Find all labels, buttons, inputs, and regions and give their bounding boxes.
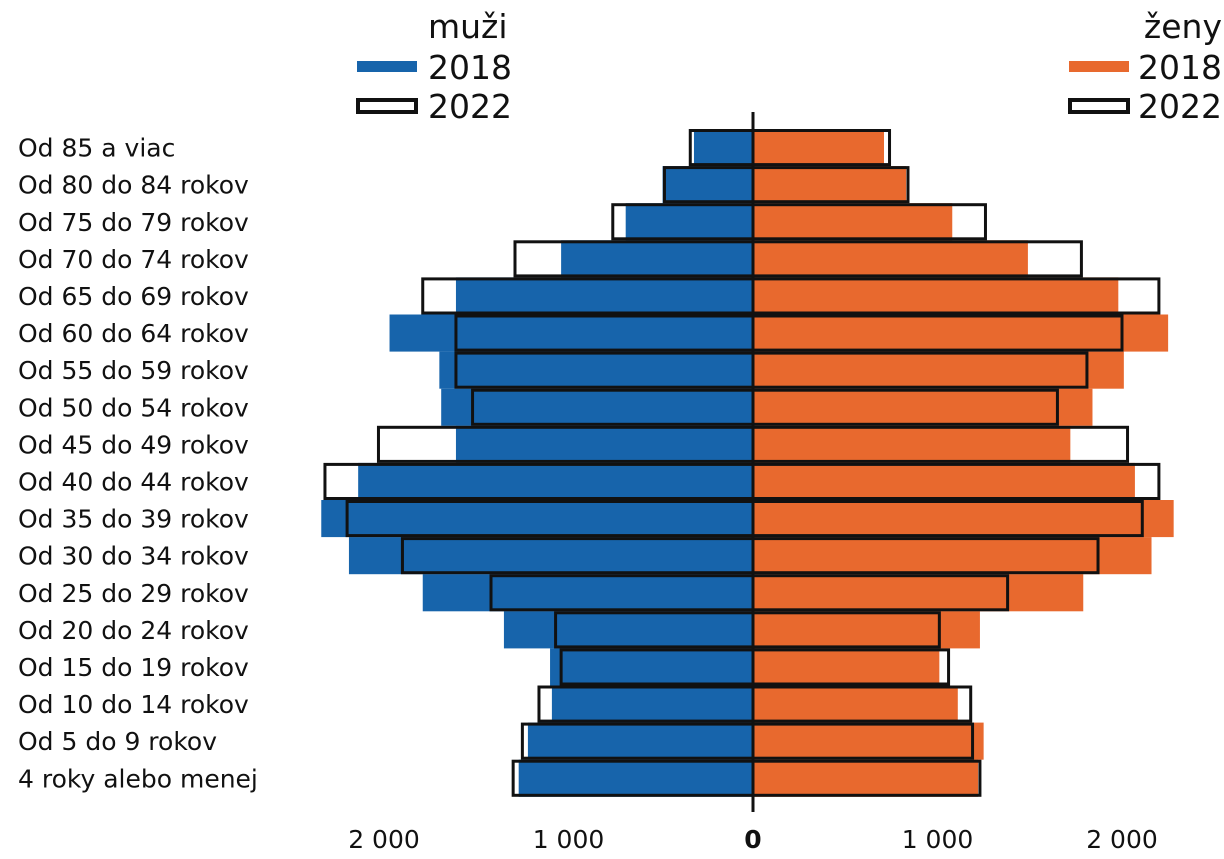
bar-men-2018 — [550, 648, 753, 686]
bar-men-2018 — [422, 574, 753, 612]
bar-women-2018 — [753, 574, 1084, 612]
legend-swatch-women-2022 — [1068, 98, 1130, 114]
bar-men-2018 — [662, 166, 753, 204]
category-label: Od 10 do 14 rokov — [18, 690, 249, 719]
category-label: Od 35 do 39 rokov — [18, 505, 249, 534]
category-label: Od 30 do 34 rokov — [18, 542, 249, 571]
category-label: Od 70 do 74 rokov — [18, 245, 249, 274]
category-label: Od 20 do 24 rokov — [18, 616, 249, 645]
legend-swatch-women-2018 — [1069, 61, 1129, 72]
category-label: Od 60 do 64 rokov — [18, 319, 249, 348]
legend-swatch-men-2018 — [357, 61, 417, 72]
bar-women-2018 — [753, 462, 1135, 500]
category-label: Od 80 do 84 rokov — [18, 171, 249, 200]
bar-women-2018 — [753, 685, 958, 723]
legend-title-women: ženy — [1144, 7, 1222, 46]
category-label: Od 25 do 29 rokov — [18, 579, 249, 608]
x-tick-label: 1 000 — [533, 825, 605, 854]
bar-men-2018 — [503, 611, 753, 649]
category-label: Od 50 do 54 rokov — [18, 393, 249, 422]
bar-women-2018 — [753, 129, 884, 167]
bar-women-2018 — [753, 537, 1152, 575]
category-label: 4 roky alebo menej — [18, 764, 258, 793]
bar-women-2018 — [753, 648, 940, 686]
bar-men-2018 — [358, 462, 753, 500]
bar-women-2018 — [753, 425, 1071, 463]
category-label: Od 45 do 49 rokov — [18, 430, 249, 459]
x-tick-label: 0 — [744, 825, 761, 854]
category-label: Od 75 do 79 rokov — [18, 208, 249, 237]
bar-men-2018 — [439, 351, 753, 389]
bar-women-2018 — [753, 759, 979, 797]
x-tick-label: 1 000 — [902, 825, 974, 854]
bar-women-2018 — [753, 203, 953, 241]
bar-men-2018 — [561, 240, 753, 278]
bar-women-2018 — [753, 388, 1093, 426]
bar-men-2018 — [527, 722, 753, 760]
category-label: Od 55 do 59 rokov — [18, 356, 249, 385]
category-label: Od 15 do 19 rokov — [18, 653, 249, 682]
bar-women-2018 — [753, 611, 980, 649]
category-label: Od 65 do 69 rokov — [18, 282, 249, 311]
bar-women-2018 — [753, 722, 984, 760]
bar-women-2018 — [753, 351, 1124, 389]
x-tick-labels: 2 000 1 000 0 1 000 2 000 — [348, 825, 1158, 854]
filled-bars-2018 — [321, 129, 1174, 797]
bar-men-2018 — [693, 129, 753, 167]
bar-men-2018 — [455, 277, 753, 315]
bar-women-2018 — [753, 500, 1174, 538]
legend-label-men-2022: 2022 — [428, 87, 512, 126]
bar-women-2018 — [753, 166, 907, 204]
bar-men-2018 — [518, 759, 753, 797]
legend-label-men-2018: 2018 — [428, 48, 512, 87]
bar-men-2018 — [321, 500, 753, 538]
bar-men-2018 — [455, 425, 753, 463]
bar-women-2018 — [753, 240, 1028, 278]
legend-label-women-2018: 2018 — [1138, 48, 1222, 87]
category-label: Od 40 do 44 rokov — [18, 467, 249, 496]
legend-title-men: muži — [428, 7, 508, 46]
bar-men-2018 — [348, 537, 753, 575]
bar-men-2018 — [625, 203, 753, 241]
bar-men-2018 — [389, 314, 753, 352]
legend-swatch-men-2022 — [356, 98, 418, 114]
bar-women-2018 — [753, 314, 1169, 352]
category-labels: Od 85 a viac Od 80 do 84 rokov Od 75 do 79… — [18, 134, 258, 794]
x-tick-label: 2 000 — [348, 825, 420, 854]
bar-men-2018 — [551, 685, 753, 723]
legend-label-women-2022: 2022 — [1138, 87, 1222, 126]
bar-men-2018 — [441, 388, 753, 426]
category-label: Od 85 a viac — [18, 134, 175, 163]
category-label: Od 5 do 9 rokov — [18, 727, 217, 756]
bar-women-2018 — [753, 277, 1119, 315]
x-tick-label: 2 000 — [1086, 825, 1158, 854]
